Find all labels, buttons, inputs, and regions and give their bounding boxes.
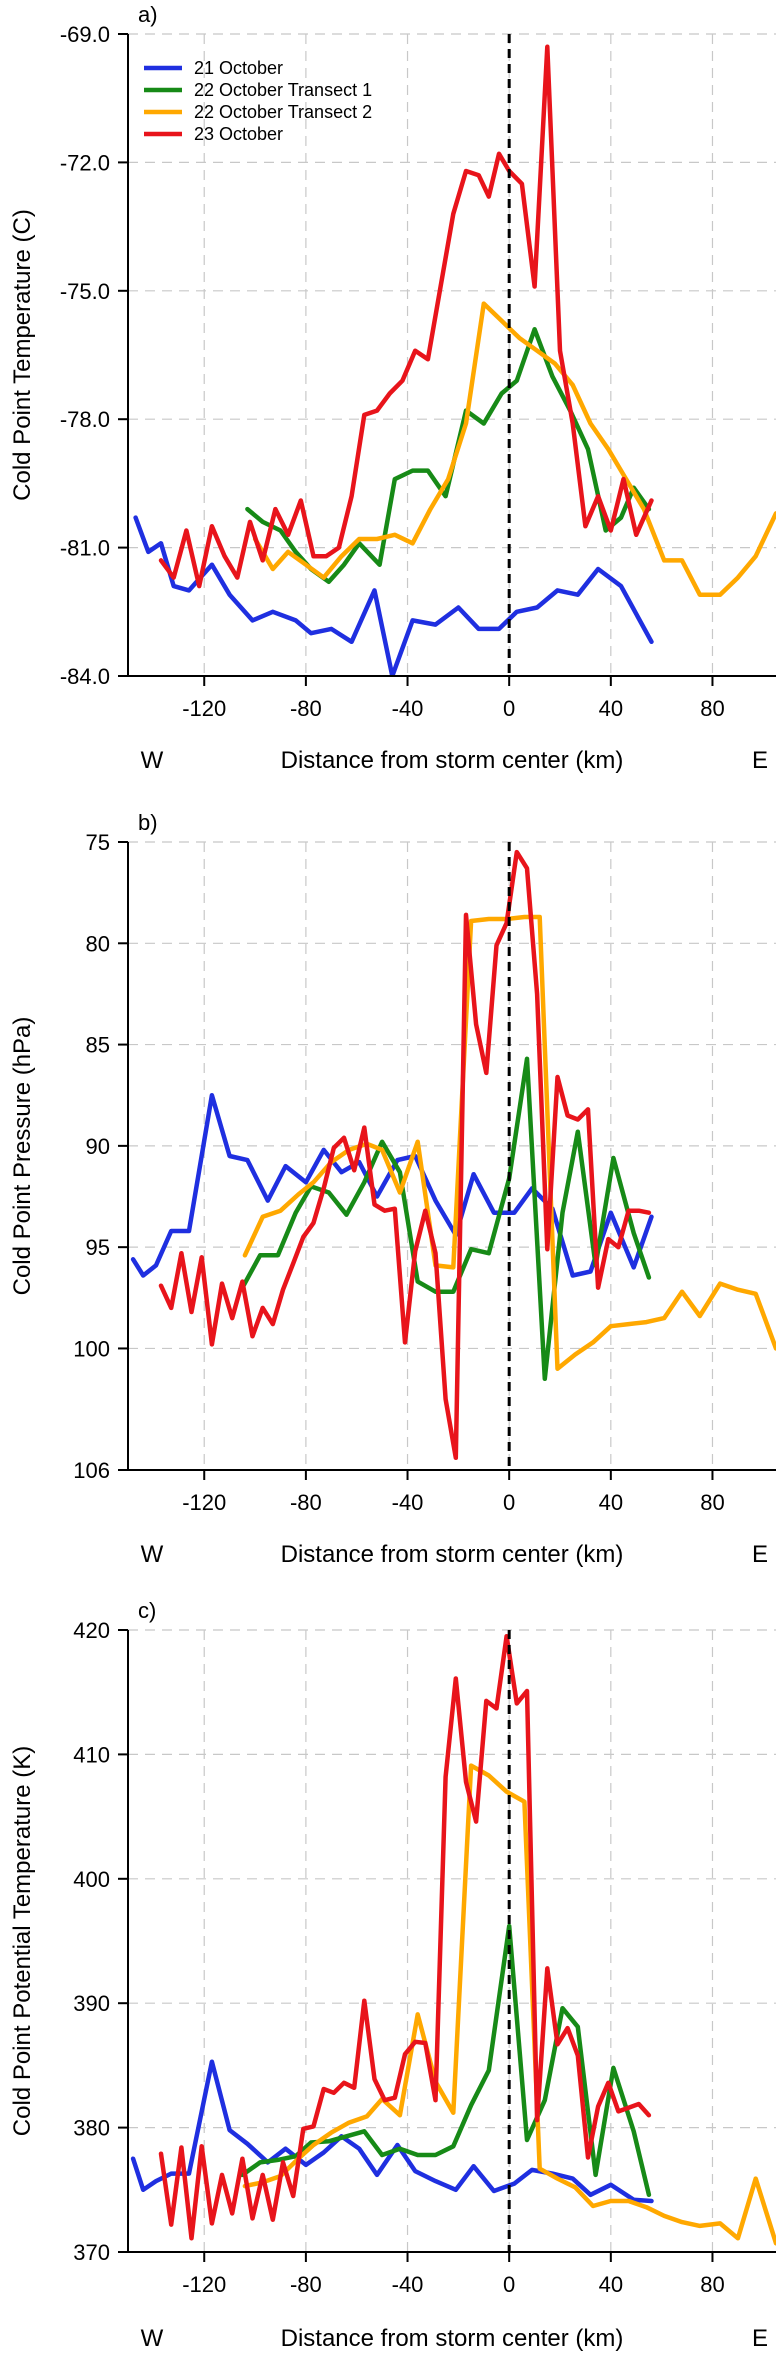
y-tick-label: -81.0 <box>60 536 110 561</box>
west-label: W <box>141 1541 164 1568</box>
y-tick-label: -69.0 <box>60 22 110 47</box>
y-tick-label: 420 <box>73 1618 110 1643</box>
x-axis-label: Distance from storm center (km) <box>281 2325 624 2352</box>
east-label: E <box>752 2325 768 2352</box>
x-ticks: -120 -80 -40 0 40 80 <box>182 2252 725 2297</box>
x-tick-label: 0 <box>503 1490 515 1515</box>
y-tick-label: -78.0 <box>60 407 110 432</box>
x-tick-label: -40 <box>392 1490 424 1515</box>
panel-b: -120 -80 -40 0 40 80 75 80 85 90 95 100 106 b) Distanc… <box>9 810 776 1568</box>
x-tick-label: 40 <box>599 696 623 721</box>
series-lines <box>130 849 776 1461</box>
y-tick-label: -75.0 <box>60 279 110 304</box>
y-tick-label: 100 <box>73 1336 110 1361</box>
legend-label-oct23: 23 October <box>194 124 283 144</box>
series-line-oct21 <box>133 515 654 676</box>
x-tick-label: 40 <box>599 1490 623 1515</box>
series-line-oct21 <box>130 1092 654 1278</box>
series-line-oct23 <box>158 1633 652 2241</box>
series-line-oct21 <box>130 2059 654 2204</box>
legend-label-oct22-t1: 22 October Transect 1 <box>194 80 372 100</box>
x-axis-label: Distance from storm center (km) <box>281 1541 624 1568</box>
series-lines <box>133 44 776 676</box>
y-tick-label: 75 <box>86 830 110 855</box>
east-label: E <box>752 1541 768 1568</box>
y-tick-label: 380 <box>73 2116 110 2141</box>
east-label: E <box>752 747 768 774</box>
grid-lines <box>128 841 776 1471</box>
x-ticks: -120 -80 -40 0 40 80 <box>182 1470 725 1515</box>
x-tick-label: -120 <box>182 696 226 721</box>
series-lines <box>130 1633 776 2246</box>
y-ticks: -84.0 -81.0 -78.0 -75.0 -72.0 -69.0 <box>60 22 128 689</box>
x-tick-label: 0 <box>503 696 515 721</box>
x-tick-label: -80 <box>290 696 322 721</box>
series-line-oct23 <box>158 44 654 589</box>
y-tick-label: 90 <box>86 1134 110 1159</box>
x-tick-label: -40 <box>392 2272 424 2297</box>
y-tick-label: 400 <box>73 1867 110 1892</box>
panel-label: a) <box>138 2 158 27</box>
panel-a: -120 -80 -40 0 40 80 -84.0 -81.0 -78.0 -75.0 -72.0… <box>9 2 776 774</box>
x-axis-label: Distance from storm center (km) <box>281 747 624 774</box>
series-line-oct22-t1 <box>245 327 652 585</box>
legend-label-oct22-t2: 22 October Transect 2 <box>194 102 372 122</box>
x-tick-label: 80 <box>700 1490 724 1515</box>
y-tick-label: 410 <box>73 1742 110 1767</box>
x-tick-label: 40 <box>599 2272 623 2297</box>
x-tick-label: -40 <box>392 696 424 721</box>
x-tick-label: 80 <box>700 2272 724 2297</box>
x-tick-label: 0 <box>503 2272 515 2297</box>
y-tick-label: 95 <box>86 1235 110 1260</box>
y-axis-label: Cold Point Temperature (C) <box>9 209 36 501</box>
y-ticks: 75 80 85 90 95 100 106 <box>73 830 128 1483</box>
x-tick-label: -80 <box>290 1490 322 1515</box>
y-axis-label: Cold Point Pressure (hPa) <box>9 1017 36 1296</box>
x-tick-label: -120 <box>182 2272 226 2297</box>
y-axis-label: Cold Point Potential Temperature (K) <box>9 1746 36 2136</box>
y-tick-label: 370 <box>73 2240 110 2265</box>
y-ticks: 370 380 390 400 410 420 <box>73 1618 128 2265</box>
y-tick-label: -84.0 <box>60 664 110 689</box>
panel-label: b) <box>138 810 158 835</box>
y-tick-label: 390 <box>73 1991 110 2016</box>
panel-label: c) <box>138 1598 156 1623</box>
series-line-oct22-t2 <box>252 301 776 597</box>
west-label: W <box>141 747 164 774</box>
west-label: W <box>141 2325 164 2352</box>
y-tick-label: 80 <box>86 931 110 956</box>
series-line-oct22-t2 <box>242 1763 776 2246</box>
legend-label-oct21: 21 October <box>194 58 283 78</box>
x-tick-label: -120 <box>182 1490 226 1515</box>
series-line-oct22-t1 <box>240 1056 652 1382</box>
x-ticks: -120 -80 -40 0 40 80 <box>182 676 725 721</box>
series-line-oct22-t1 <box>240 1923 652 2198</box>
y-tick-label: 106 <box>73 1458 110 1483</box>
x-tick-label: 80 <box>700 696 724 721</box>
x-tick-label: -80 <box>290 2272 322 2297</box>
series-line-oct23 <box>158 849 652 1461</box>
y-tick-label: -72.0 <box>60 150 110 175</box>
panel-c: -120 -80 -40 0 40 80 370 380 390 400 410 420 c) Dista… <box>9 1598 776 2352</box>
y-tick-label: 85 <box>86 1033 110 1058</box>
